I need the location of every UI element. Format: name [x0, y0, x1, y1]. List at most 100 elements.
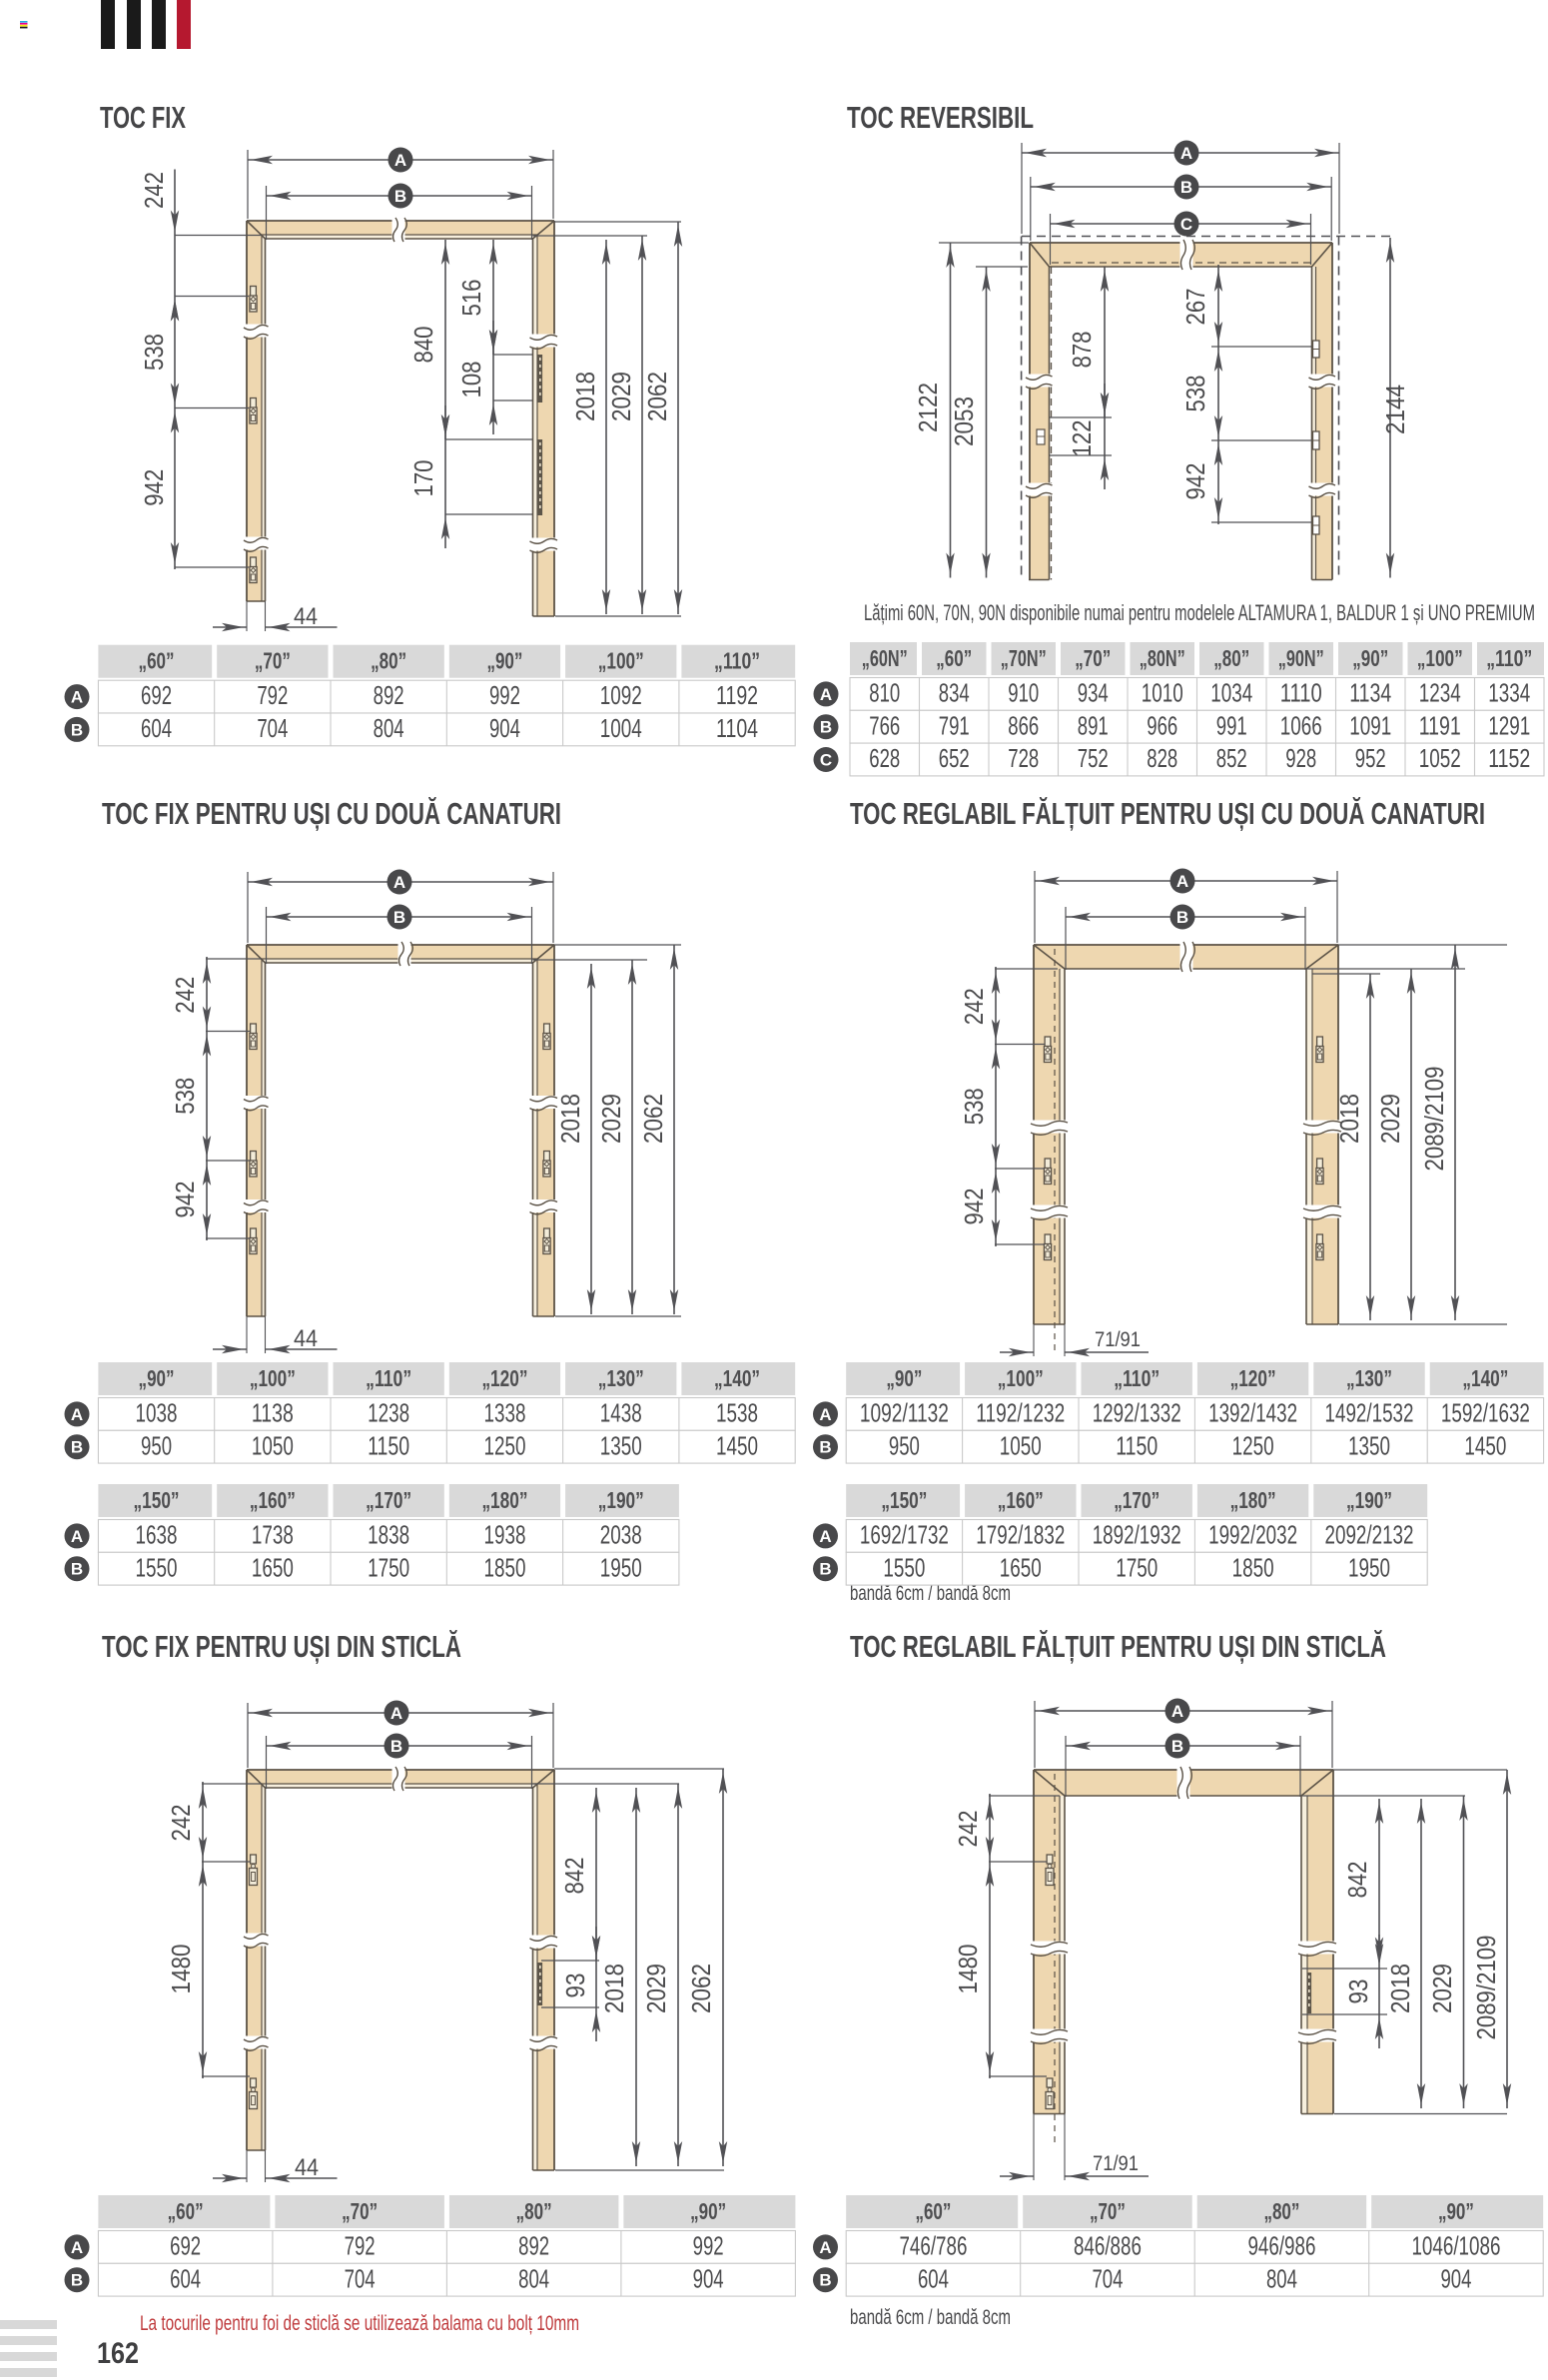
svg-text:746/786: 746/786 [899, 2231, 967, 2261]
svg-text:71/91: 71/91 [1095, 1328, 1141, 1351]
svg-text:2062: 2062 [638, 1094, 668, 1144]
svg-text:„70”: „70” [1090, 2198, 1126, 2224]
svg-text:„60”: „60” [915, 2198, 951, 2224]
svg-text:„170”: „170” [366, 1487, 411, 1513]
svg-text:628: 628 [869, 743, 900, 773]
svg-text:TOC FIX: TOC FIX [100, 100, 186, 135]
svg-text:1238: 1238 [368, 1398, 409, 1428]
svg-text:1950: 1950 [1348, 1552, 1390, 1582]
svg-text:A: A [390, 1704, 402, 1723]
svg-text:1250: 1250 [483, 1430, 525, 1460]
svg-text:538: 538 [170, 1078, 200, 1115]
svg-text:„110”: „110” [1486, 645, 1532, 671]
svg-text:804: 804 [1266, 2263, 1297, 2293]
svg-text:1392/1432: 1392/1432 [1208, 1398, 1297, 1428]
svg-text:„190”: „190” [598, 1487, 644, 1513]
svg-text:892: 892 [518, 2231, 549, 2261]
svg-text:910: 910 [1008, 678, 1039, 708]
svg-text:1052: 1052 [1419, 743, 1461, 773]
svg-text:93: 93 [1343, 1980, 1373, 2004]
svg-text:878: 878 [1067, 332, 1097, 369]
svg-text:1291: 1291 [1488, 710, 1530, 740]
svg-text:2053: 2053 [949, 397, 979, 446]
svg-text:791: 791 [939, 710, 970, 740]
svg-text:866: 866 [1008, 710, 1039, 740]
svg-text:A: A [820, 685, 832, 704]
svg-text:1046/1086: 1046/1086 [1411, 2231, 1500, 2261]
svg-text:A: A [71, 1527, 83, 1546]
svg-text:1480: 1480 [953, 1945, 983, 1994]
svg-text:538: 538 [1180, 376, 1210, 412]
svg-text:892: 892 [374, 680, 404, 710]
svg-text:852: 852 [1216, 743, 1247, 773]
svg-text:A: A [1180, 144, 1192, 163]
svg-text:950: 950 [889, 1430, 920, 1460]
svg-text:1750: 1750 [368, 1552, 409, 1582]
svg-text:1692/1732: 1692/1732 [860, 1520, 949, 1550]
svg-text:950: 950 [141, 1430, 172, 1460]
svg-text:„160”: „160” [250, 1487, 296, 1513]
svg-text:242: 242 [139, 172, 169, 209]
svg-text:„70”: „70” [1075, 645, 1111, 671]
svg-text:1438: 1438 [600, 1398, 642, 1428]
svg-text:1092: 1092 [600, 680, 642, 710]
svg-text:B: B [1180, 178, 1192, 197]
svg-text:„90”: „90” [886, 1365, 922, 1391]
svg-text:TOC REGLABIL FĂLȚUIT PENTRU UȘ: TOC REGLABIL FĂLȚUIT PENTRU UȘI CU DOUĂ … [850, 796, 1485, 831]
svg-text:952: 952 [1355, 743, 1386, 773]
svg-text:991: 991 [1216, 710, 1247, 740]
svg-text:A: A [393, 873, 405, 892]
svg-text:1066: 1066 [1280, 710, 1322, 740]
svg-text:A: A [819, 2238, 831, 2257]
svg-text:2029: 2029 [641, 1964, 671, 2013]
svg-text:704: 704 [1092, 2263, 1123, 2293]
svg-text:1138: 1138 [252, 1398, 294, 1428]
svg-text:604: 604 [170, 2263, 201, 2293]
svg-text:942: 942 [139, 469, 169, 506]
svg-text:267: 267 [1180, 289, 1210, 326]
svg-text:1050: 1050 [1000, 1430, 1042, 1460]
svg-text:1480: 1480 [166, 1945, 196, 1994]
svg-text:B: B [393, 908, 405, 927]
svg-text:1150: 1150 [1116, 1430, 1158, 1460]
svg-text:„100”: „100” [250, 1365, 296, 1391]
svg-text:1650: 1650 [1000, 1552, 1042, 1582]
svg-text:„60N”: „60N” [862, 645, 908, 671]
svg-text:162: 162 [97, 2337, 139, 2370]
svg-text:538: 538 [959, 1088, 989, 1125]
svg-text:1192: 1192 [716, 680, 758, 710]
svg-text:942: 942 [1180, 463, 1210, 500]
svg-text:1538: 1538 [716, 1398, 758, 1428]
svg-text:538: 538 [139, 334, 169, 371]
svg-text:TOC FIX PENTRU UȘI DIN STICLĂ: TOC FIX PENTRU UȘI DIN STICLĂ [102, 1629, 461, 1664]
svg-text:1250: 1250 [1232, 1430, 1274, 1460]
svg-text:1950: 1950 [600, 1552, 642, 1582]
svg-text:2029: 2029 [596, 1094, 626, 1144]
svg-text:B: B [820, 718, 832, 737]
svg-text:„180”: „180” [481, 1487, 527, 1513]
svg-text:„100”: „100” [598, 648, 644, 674]
svg-text:652: 652 [939, 743, 970, 773]
svg-text:2062: 2062 [686, 1964, 716, 2013]
svg-text:„80”: „80” [1263, 2198, 1299, 2224]
svg-text:2029: 2029 [1375, 1094, 1405, 1144]
svg-text:1938: 1938 [483, 1520, 525, 1550]
svg-text:B: B [71, 1560, 83, 1579]
svg-text:„160”: „160” [998, 1487, 1044, 1513]
svg-text:904: 904 [489, 713, 520, 743]
svg-text:„90”: „90” [1352, 645, 1388, 671]
svg-text:„60”: „60” [168, 2198, 204, 2224]
svg-text:942: 942 [170, 1182, 200, 1218]
svg-text:1350: 1350 [1348, 1430, 1390, 1460]
svg-text:942: 942 [959, 1189, 989, 1225]
svg-text:846/886: 846/886 [1074, 2231, 1142, 2261]
svg-text:„60”: „60” [936, 645, 972, 671]
svg-text:B: B [819, 2271, 831, 2290]
svg-text:1550: 1550 [883, 1552, 925, 1582]
svg-text:„110”: „110” [714, 648, 760, 674]
svg-text:B: B [819, 1560, 831, 1579]
svg-text:804: 804 [518, 2263, 549, 2293]
svg-text:1638: 1638 [136, 1520, 178, 1550]
svg-text:242: 242 [953, 1811, 983, 1848]
svg-text:2029: 2029 [606, 372, 636, 421]
